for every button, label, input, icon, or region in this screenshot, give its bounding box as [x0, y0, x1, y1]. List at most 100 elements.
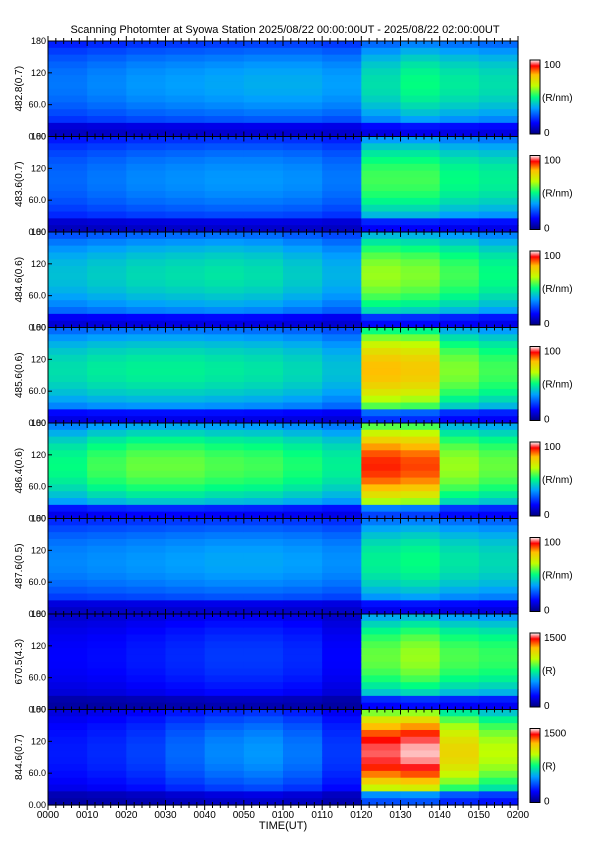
heatmap-cell	[361, 375, 402, 383]
heatmap-cell	[243, 245, 284, 254]
heatmap-cell	[48, 218, 88, 226]
heatmap-cell	[283, 729, 323, 738]
heatmap-cell	[243, 232, 284, 240]
heatmap-cell	[439, 504, 480, 513]
heatmap-cell	[439, 729, 480, 738]
heatmap-cell	[322, 600, 362, 608]
heatmap-cell	[48, 566, 88, 574]
heatmap-cell	[243, 409, 284, 417]
heatmap-cell	[322, 457, 362, 465]
heatmap-cell	[87, 627, 127, 636]
colorbar-max-label: 1500	[544, 633, 567, 644]
heatmap-cell	[283, 545, 323, 554]
heatmap-cell	[322, 586, 362, 595]
heatmap-cell	[87, 388, 127, 397]
heatmap-cell	[361, 225, 402, 233]
heatmap-cell	[165, 709, 206, 717]
heatmap-cell	[283, 716, 323, 724]
heatmap-cell	[126, 641, 167, 649]
heatmap-cell	[361, 68, 402, 76]
heatmap-cell	[361, 245, 402, 254]
heatmap-cell	[361, 648, 402, 656]
heatmap-cell	[439, 689, 480, 697]
heatmap-cell	[439, 641, 480, 649]
heatmap-cell	[400, 266, 441, 274]
heatmap-cell	[48, 61, 88, 69]
heatmap-cell	[439, 375, 480, 383]
heatmap-cell	[400, 682, 441, 690]
heatmap-cell	[87, 368, 127, 376]
heatmap-cell	[243, 702, 284, 711]
heatmap-cell	[361, 668, 402, 676]
heatmap-cell	[87, 429, 127, 438]
heatmap-cell	[400, 423, 441, 431]
heatmap-cell	[478, 504, 519, 513]
heatmap-cell	[439, 129, 480, 138]
heatmap-cell	[322, 620, 362, 629]
heatmap-cell	[400, 573, 441, 581]
heatmap-cell	[400, 784, 441, 792]
heatmap-cell	[400, 566, 441, 574]
heatmap-cell	[439, 170, 480, 179]
panel-label: 670.5(4.3)	[14, 639, 25, 685]
heatmap-cell	[165, 573, 206, 581]
heatmap-cell	[87, 347, 127, 356]
heatmap-cell	[87, 279, 127, 288]
heatmap-cell	[439, 354, 480, 363]
heatmap-cell	[283, 129, 323, 138]
heatmap-cell	[48, 511, 88, 520]
heatmap-cell	[283, 279, 323, 288]
heatmap-cell	[400, 218, 441, 226]
heatmap-cell	[243, 197, 284, 206]
colorbar-unit-label: (R)	[542, 666, 556, 677]
heatmap-cell	[243, 566, 284, 574]
heatmap-cell	[322, 279, 362, 288]
heatmap-cell	[400, 600, 441, 608]
heatmap-cell	[361, 552, 402, 561]
heatmap-cell	[361, 443, 402, 451]
heatmap-cell	[165, 259, 206, 267]
heatmap-cell	[322, 116, 362, 124]
heatmap-cell	[165, 279, 206, 288]
heatmap-cell	[400, 716, 441, 724]
heatmap-cell	[322, 764, 362, 772]
heatmap-cell	[243, 723, 284, 731]
heatmap-cell	[243, 320, 284, 329]
heatmap-cell	[165, 736, 206, 745]
heatmap-cell	[48, 184, 88, 192]
heatmap-cell	[48, 743, 88, 752]
heatmap-cell	[400, 504, 441, 513]
heatmap-cell	[87, 593, 127, 601]
colorbar	[529, 632, 541, 708]
heatmap-cell	[87, 61, 127, 69]
heatmap-cell	[439, 770, 480, 779]
heatmap-cell	[204, 81, 245, 90]
heatmap-cell	[478, 484, 519, 492]
heatmap-cell	[48, 75, 88, 83]
heatmap-cell	[439, 116, 480, 124]
heatmap-cell	[243, 327, 284, 335]
heatmap-cell	[400, 463, 441, 472]
heatmap-cell	[439, 41, 480, 49]
heatmap-cell	[243, 668, 284, 676]
heatmap-cell	[204, 122, 245, 131]
heatmap-cell	[87, 709, 127, 717]
heatmap-cell	[243, 170, 284, 179]
heatmap-cell	[243, 450, 284, 458]
heatmap-cell	[361, 279, 402, 288]
heatmap-cell	[361, 798, 402, 806]
heatmap-cell	[361, 334, 402, 342]
y-tick-label: 120	[31, 68, 46, 78]
heatmap-cell	[322, 702, 362, 711]
heatmap-cell	[204, 211, 245, 219]
heatmap-cell	[243, 757, 284, 765]
heatmap-cell	[243, 266, 284, 274]
y-tick-label: 120	[31, 736, 46, 746]
y-tick-label: 0.00	[28, 514, 46, 524]
heatmap-cell	[361, 545, 402, 554]
heatmap-cell	[439, 470, 480, 479]
heatmap-cell	[126, 798, 167, 806]
heatmap-cell	[439, 88, 480, 97]
heatmap-cell	[126, 436, 167, 445]
heatmap-cell	[165, 95, 206, 103]
